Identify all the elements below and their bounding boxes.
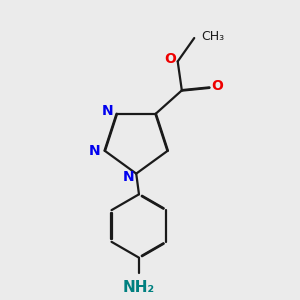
Text: NH₂: NH₂ bbox=[123, 280, 155, 295]
Text: O: O bbox=[212, 79, 224, 93]
Text: N: N bbox=[88, 144, 100, 158]
Text: CH₃: CH₃ bbox=[201, 30, 224, 43]
Text: O: O bbox=[164, 52, 176, 66]
Text: N: N bbox=[123, 170, 134, 184]
Text: N: N bbox=[101, 104, 113, 118]
